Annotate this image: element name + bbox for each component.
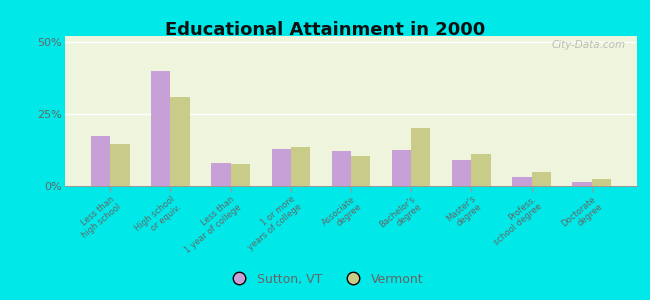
Bar — [573, 182, 592, 186]
Bar — [170, 97, 190, 186]
Bar — [332, 152, 351, 186]
Text: City-Data.com: City-Data.com — [551, 40, 625, 50]
Bar — [211, 163, 231, 186]
Legend: Sutton, VT, Vermont: Sutton, VT, Vermont — [222, 268, 428, 291]
Bar — [452, 160, 471, 186]
Bar — [151, 70, 170, 186]
Bar — [231, 164, 250, 186]
Bar — [471, 154, 491, 186]
Bar — [411, 128, 430, 186]
Bar — [351, 156, 370, 186]
Text: Educational Attainment in 2000: Educational Attainment in 2000 — [165, 21, 485, 39]
Bar — [272, 148, 291, 186]
Bar — [291, 147, 310, 186]
Bar — [592, 179, 611, 186]
Bar — [111, 144, 129, 186]
Bar — [392, 150, 411, 186]
Bar — [91, 136, 111, 186]
Bar — [532, 172, 551, 186]
Bar — [512, 177, 532, 186]
